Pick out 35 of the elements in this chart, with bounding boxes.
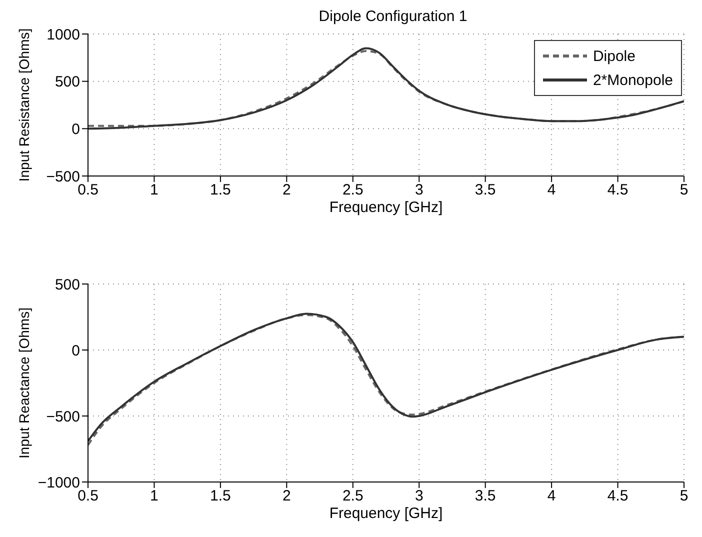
y-tick-label: −1000: [38, 474, 80, 492]
x-tick-label: 2: [282, 488, 291, 505]
y-tick-label: 500: [54, 74, 80, 91]
y-tick-label: 500: [54, 276, 80, 294]
x-tick-label: 5: [680, 488, 688, 505]
x-tick-label: 4.5: [607, 488, 628, 505]
chart-title: Dipole Configuration 1: [318, 8, 468, 26]
x-tick-label: 2: [282, 182, 291, 199]
x-tick-label: 1: [150, 182, 158, 199]
y-tick-label: 0: [72, 342, 80, 360]
x-axis-title: Frequency [GHz]: [329, 199, 443, 216]
x-tick-label: 0.5: [78, 182, 98, 199]
x-tick-label: 4: [547, 182, 556, 199]
x-tick-label: 1: [150, 488, 158, 505]
x-tick-label: 5: [680, 182, 688, 199]
legend-label: 2*Monopole: [592, 72, 673, 88]
x-tick-label: 0.5: [78, 488, 98, 505]
x-tick-label: 4: [547, 488, 556, 505]
y-axis-title: Input Resistance [Ohms]: [16, 28, 32, 182]
x-tick-label: 3.5: [474, 488, 496, 505]
x-tick-label: 2.5: [342, 488, 364, 505]
x-axis-title: Frequency [GHz]: [329, 505, 443, 522]
x-tick-label: 1.5: [210, 488, 231, 505]
y-tick-label: 1000: [46, 26, 80, 44]
x-tick-label: 4.5: [607, 182, 628, 199]
y-tick-label: −500: [46, 168, 80, 186]
x-tick-label: 3: [414, 488, 424, 505]
y-tick-label: −500: [46, 408, 80, 426]
x-tick-label: 3: [414, 182, 424, 199]
legend-label: Dipole: [592, 48, 636, 64]
y-axis-title: Input Reactance [Ohms]: [16, 308, 32, 458]
x-tick-label: 2.5: [342, 182, 364, 199]
x-tick-label: 3.5: [474, 182, 496, 199]
y-tick-label: 0: [72, 120, 80, 138]
x-tick-label: 1.5: [210, 182, 231, 199]
